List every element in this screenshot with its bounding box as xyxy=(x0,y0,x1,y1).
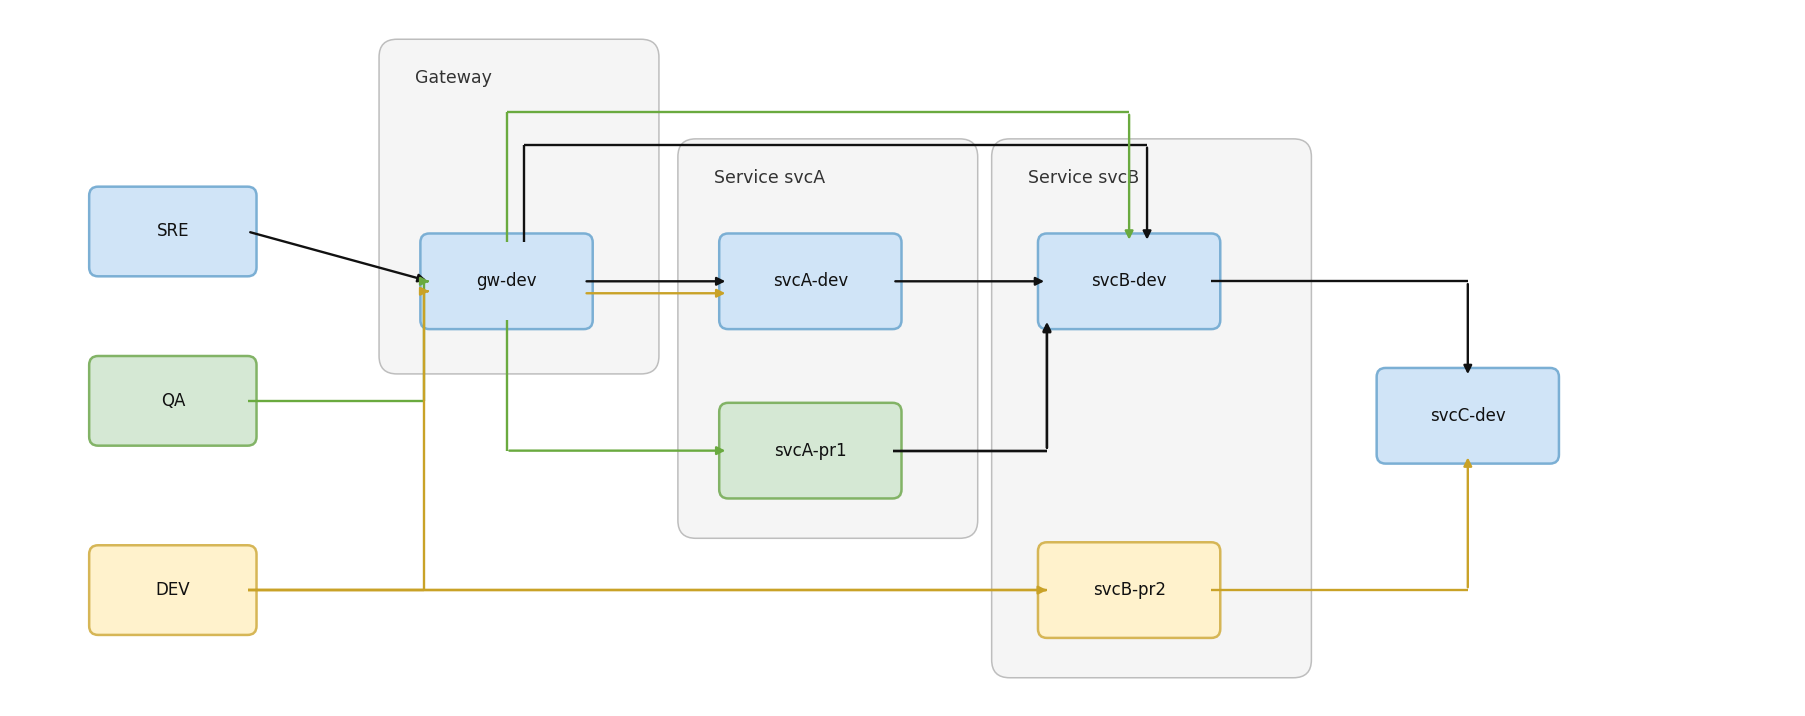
Text: svcA-pr1: svcA-pr1 xyxy=(774,442,847,460)
FancyBboxPatch shape xyxy=(421,233,592,329)
FancyBboxPatch shape xyxy=(379,39,659,374)
FancyBboxPatch shape xyxy=(1038,233,1220,329)
Text: QA: QA xyxy=(161,392,184,410)
Text: DEV: DEV xyxy=(155,581,190,599)
Text: SRE: SRE xyxy=(157,223,190,241)
FancyBboxPatch shape xyxy=(88,546,256,635)
FancyBboxPatch shape xyxy=(1375,368,1558,463)
Text: svcB-dev: svcB-dev xyxy=(1090,272,1166,290)
Text: Gateway: Gateway xyxy=(415,69,491,87)
Text: gw-dev: gw-dev xyxy=(477,272,536,290)
FancyBboxPatch shape xyxy=(1038,542,1220,638)
FancyBboxPatch shape xyxy=(677,139,977,538)
Text: Service svcA: Service svcA xyxy=(713,169,825,187)
FancyBboxPatch shape xyxy=(718,403,901,498)
Text: svcA-dev: svcA-dev xyxy=(773,272,848,290)
Text: Service svcB: Service svcB xyxy=(1027,169,1139,187)
FancyBboxPatch shape xyxy=(88,187,256,276)
Text: svcB-pr2: svcB-pr2 xyxy=(1092,581,1164,599)
FancyBboxPatch shape xyxy=(991,139,1310,678)
FancyBboxPatch shape xyxy=(88,356,256,445)
Text: svcC-dev: svcC-dev xyxy=(1430,407,1505,425)
FancyBboxPatch shape xyxy=(718,233,901,329)
